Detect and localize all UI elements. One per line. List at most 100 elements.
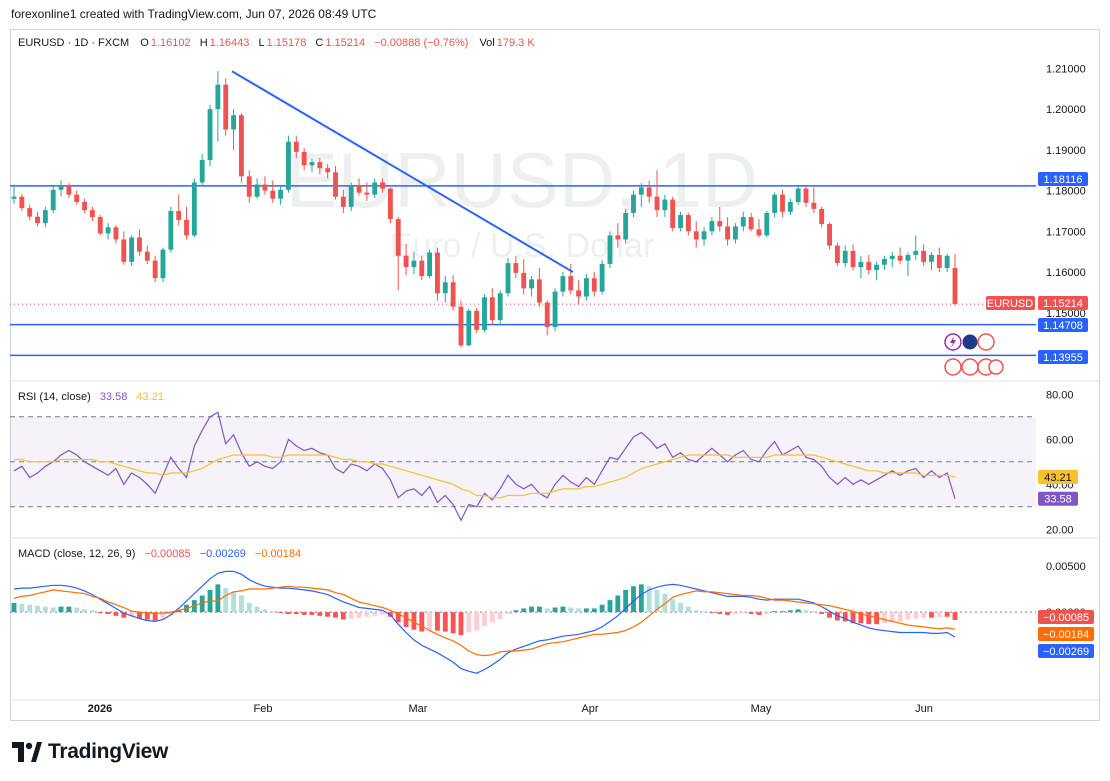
macd-histogram-bar (936, 612, 942, 617)
candle (568, 263, 574, 295)
candle (623, 208, 629, 244)
candle-body (152, 260, 158, 279)
macd-axis-tick-label: 0.00500 (1046, 561, 1086, 573)
macd-histogram-bar (364, 612, 370, 617)
rsi-axis-tick-label: 60.00 (1046, 434, 1074, 446)
macd-histogram-bar (144, 612, 150, 620)
candle-body (497, 293, 503, 321)
candle-body (97, 217, 103, 234)
candle (223, 78, 229, 136)
macd-histogram-bar (787, 610, 793, 613)
macd-histogram-bar (654, 589, 660, 613)
macd-badge-bg (1038, 644, 1094, 658)
candle-body (458, 306, 464, 346)
macd-histogram-bar (58, 606, 64, 613)
candle (97, 215, 103, 236)
candle (819, 206, 825, 228)
macd-histogram-bar (693, 610, 699, 613)
tradingview-logo-icon (12, 742, 42, 762)
candle-body (207, 109, 213, 161)
macd-histogram-bar (748, 612, 754, 614)
candle (168, 206, 174, 253)
us-flag-icon[interactable] (961, 358, 979, 376)
candle-body (387, 188, 393, 220)
legend-open-label: O (140, 37, 149, 49)
macd-histogram-bar (97, 612, 103, 614)
macd-histogram-bar (944, 612, 950, 617)
macd-histogram-bar (199, 595, 205, 613)
macd-histogram-bar (152, 612, 158, 621)
macd-histogram-bar (827, 612, 832, 618)
candle (27, 204, 33, 220)
macd-histogram-bar (356, 612, 362, 618)
candle-body (74, 194, 80, 203)
candle-body (442, 282, 448, 294)
candle-body (482, 297, 487, 330)
macd-hist-badge-text: −0.00085 (1043, 612, 1089, 624)
candle (458, 300, 464, 348)
trend-line[interactable] (231, 70, 574, 273)
candle (740, 211, 746, 232)
candle-body (921, 250, 927, 262)
candle (693, 221, 699, 248)
macd-histogram-bar (505, 612, 511, 614)
macd-histogram-bar (309, 612, 315, 615)
candle-body (176, 210, 182, 220)
price-axis-tick-label: 1.16000 (1046, 267, 1086, 279)
level-badge-2-text: 1.14708 (1043, 320, 1083, 332)
event-icons[interactable] (944, 333, 1004, 376)
candle-body (591, 278, 597, 292)
candle-body (419, 260, 425, 277)
candle-body (309, 162, 315, 166)
macd-histogram-bar (403, 612, 409, 627)
us-flag-icon[interactable] (944, 358, 962, 376)
candle (662, 194, 668, 218)
candle (905, 252, 911, 277)
candle-body (521, 272, 527, 289)
candle-body (897, 255, 903, 261)
candle (403, 244, 409, 276)
candle-body (262, 184, 268, 191)
candle-body (756, 229, 762, 236)
macd-histogram-bar (19, 603, 25, 613)
price-axis-tick-label: 1.17000 (1046, 226, 1086, 238)
candle (450, 275, 456, 311)
price-axis-tick-label: 1.20000 (1046, 104, 1086, 116)
candle-body (466, 310, 472, 346)
rsi-badge-bg (1038, 491, 1078, 506)
macd-histogram-bar (474, 612, 480, 631)
candle (121, 231, 127, 265)
macd-histogram-bar (89, 610, 95, 613)
candle (372, 178, 378, 198)
candle (497, 290, 503, 326)
macd-histogram-bar (137, 612, 142, 619)
candle-body (529, 279, 534, 289)
macd-histogram-bar (458, 612, 464, 636)
candle-body (50, 189, 56, 211)
symbol-badge: EURUSD (986, 296, 1035, 310)
candle (827, 222, 832, 250)
candle (207, 105, 213, 167)
candle-body (623, 213, 629, 240)
candle (795, 186, 801, 205)
candle (387, 187, 393, 224)
candle-body (27, 208, 33, 217)
macd-histogram-bar (293, 612, 299, 614)
macd-histogram-bar (678, 602, 683, 613)
us-flag-icon[interactable] (977, 333, 995, 351)
candle-body (662, 199, 668, 211)
candle-body (333, 172, 338, 197)
macd-signal-value: −0.00184 (255, 548, 301, 560)
tradingview-brand[interactable]: TradingView (12, 740, 168, 764)
candle (286, 135, 291, 193)
candle (858, 255, 864, 279)
us-flag-icon[interactable] (988, 359, 1004, 375)
ohlc-legend: EURUSD · 1D · FXCM O 1.16102 H 1.16443 L 1.… (18, 37, 535, 49)
eu-flag-icon[interactable] (961, 333, 979, 351)
candle (435, 247, 440, 301)
candle (944, 253, 950, 273)
candle (66, 183, 72, 198)
level-badge-1-text: 1.18116 (1044, 174, 1083, 186)
candle-body (395, 219, 401, 256)
